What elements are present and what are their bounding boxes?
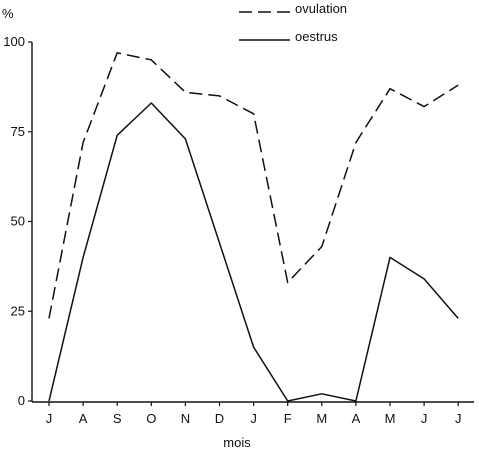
x-tick-label: J: [250, 411, 257, 426]
x-axis-title: mois: [223, 435, 251, 450]
data-point-oestrus: [185, 138, 187, 140]
x-tick-label: J: [46, 411, 53, 426]
y-tick-label: 0: [18, 393, 25, 408]
x-tick-label: M: [316, 411, 327, 426]
data-point-oestrus: [82, 257, 84, 259]
data-point-oestrus: [253, 346, 255, 348]
series-line-ovulation: [48, 52, 459, 319]
x-tick-label: N: [181, 411, 190, 426]
x-tick-label: O: [146, 411, 156, 426]
x-tick-label: M: [385, 411, 396, 426]
data-point-ovulation: [423, 106, 425, 108]
x-tick-label: A: [79, 411, 88, 426]
y-ticks: 0 25 50 75 100: [3, 34, 32, 408]
data-point-oestrus: [151, 102, 153, 104]
data-point-ovulation: [389, 88, 391, 90]
data-point-oestrus: [287, 400, 289, 402]
data-point-ovulation: [219, 95, 221, 97]
legend-label-oestrus: oestrus: [295, 29, 338, 44]
data-point-oestrus: [355, 400, 357, 402]
data-point-ovulation: [151, 59, 153, 61]
legend: ovulation oestrus: [239, 1, 347, 44]
data-point-ovulation: [116, 52, 118, 54]
data-point-ovulation: [185, 91, 187, 93]
x-tick-label: S: [113, 411, 122, 426]
data-point-oestrus: [389, 257, 391, 259]
x-tick-label: D: [215, 411, 224, 426]
data-point-ovulation: [457, 84, 459, 86]
data-point-ovulation: [253, 113, 255, 115]
data-point-oestrus: [219, 242, 221, 244]
x-tick-label: A: [352, 411, 361, 426]
y-tick-label: 50: [11, 214, 25, 229]
y-tick-label: 75: [11, 124, 25, 139]
data-point-oestrus: [48, 400, 50, 402]
data-point-ovulation: [287, 282, 289, 284]
data-point-oestrus: [116, 135, 118, 137]
x-tick-label: J: [421, 411, 428, 426]
data-point-oestrus: [321, 393, 323, 395]
x-tick-label: F: [284, 411, 292, 426]
data-point-ovulation: [82, 142, 84, 144]
y-axis-title: %: [2, 6, 14, 21]
x-tick-label: J: [455, 411, 462, 426]
series-line-oestrus: [48, 102, 459, 402]
data-point-ovulation: [355, 142, 357, 144]
legend-label-ovulation: ovulation: [295, 1, 347, 16]
series-layer: [48, 52, 459, 402]
data-point-oestrus: [423, 278, 425, 280]
data-point-ovulation: [321, 246, 323, 248]
y-tick-label: 25: [11, 303, 25, 318]
y-tick-label: 100: [3, 34, 25, 49]
data-point-ovulation: [48, 318, 50, 320]
data-point-oestrus: [457, 318, 459, 320]
axes: [31, 42, 474, 403]
